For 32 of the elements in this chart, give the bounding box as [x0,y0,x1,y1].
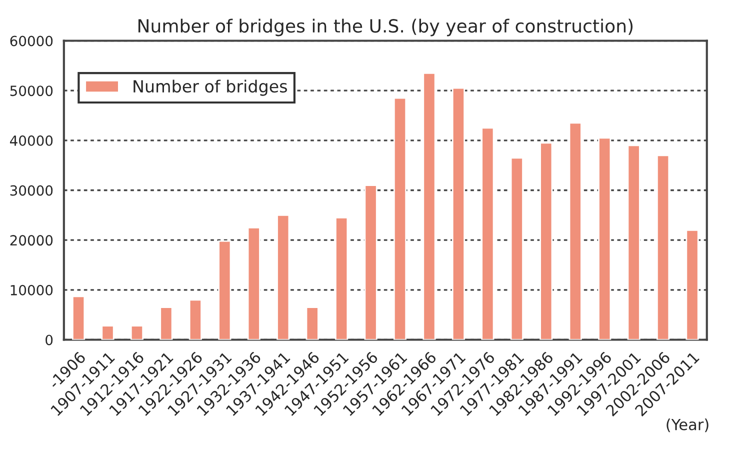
bar [481,127,494,340]
y-tick-label: 0 [46,334,53,346]
bar [656,154,670,340]
bar [568,122,582,340]
y-tick-label: 60000 [10,36,53,46]
y-tick-label: 30000 [10,185,53,196]
bar [540,142,553,340]
bar [72,296,86,340]
chart-title: Number of bridges in the U.S. (by year of construction) [138,18,633,36]
x-axis-title: (Year) [666,418,708,432]
y-tick-label: 10000 [10,284,53,296]
bar [130,325,144,340]
y-tick-label: 50000 [10,86,53,96]
bar [598,137,612,340]
bar [335,216,348,340]
bar [393,97,407,340]
bar [101,325,114,340]
y-tick-label: 40000 [10,135,53,146]
bar [306,306,319,340]
bar [686,229,699,340]
bar [160,306,173,340]
bar [247,226,260,340]
y-tick-label: 20000 [10,235,53,246]
bar [422,72,436,340]
legend-label: Number of bridges [134,80,287,96]
bar [276,214,290,340]
bar [510,157,524,340]
bar [364,184,378,340]
bar [452,87,466,340]
bar [188,299,202,340]
bar [627,144,640,340]
bar [218,240,232,340]
